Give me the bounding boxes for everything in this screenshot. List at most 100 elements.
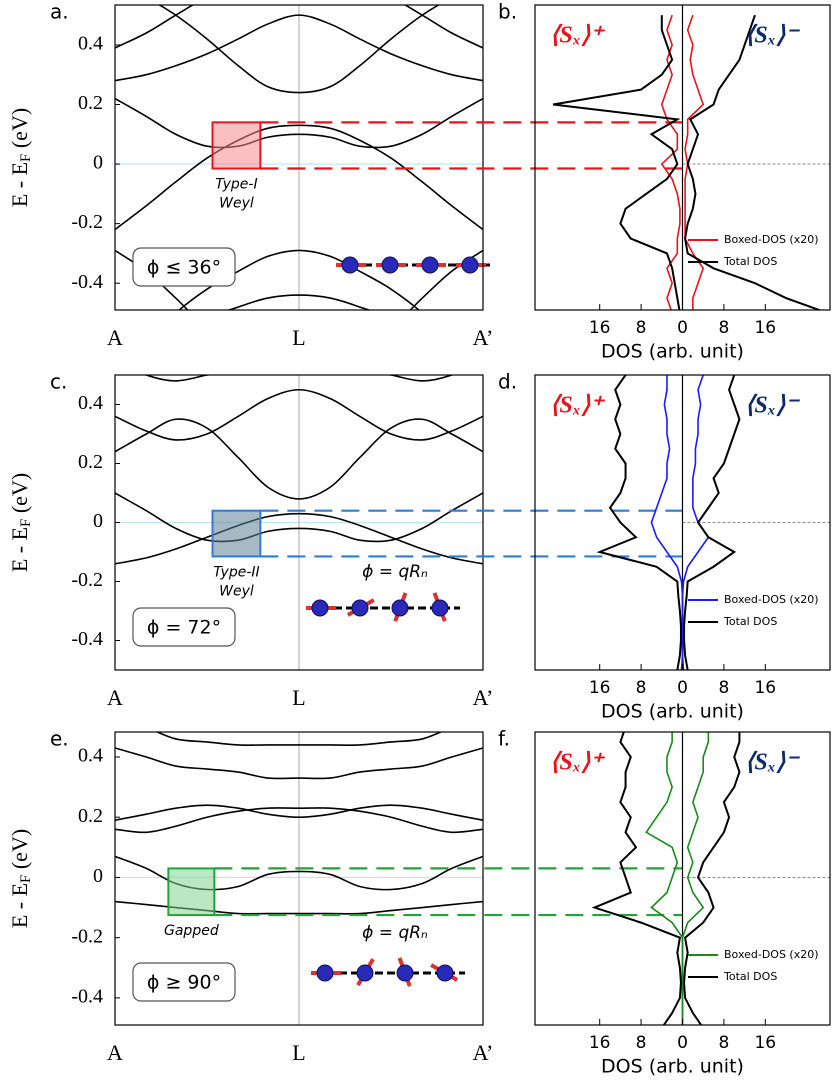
atom (311, 599, 329, 617)
spin-label: ⟨Sₓ⟩⁻ (745, 23, 800, 49)
y-tick-label: -0.4 (71, 628, 103, 650)
plot-area (115, 5, 483, 310)
total-dos (596, 375, 682, 670)
y-tick-label: 0.2 (78, 805, 103, 827)
y-tick-label: -0.2 (71, 569, 103, 591)
x-tick-label: 16 (754, 1033, 776, 1053)
plot-area (591, 732, 830, 1025)
spin-label: ⟨Sₓ⟩⁺ (550, 23, 605, 49)
y-tick-label: 0.4 (78, 392, 103, 414)
x-tick-label: A’ (473, 685, 494, 710)
band (226, 294, 372, 310)
y-axis-label-part: E - E (7, 527, 32, 572)
legend-label: Total DOS (723, 255, 777, 268)
legend-label: Total DOS (723, 970, 777, 983)
x-tick-label: 8 (718, 678, 729, 698)
atom (356, 964, 374, 982)
legend-label: Total DOS (723, 615, 777, 628)
band (115, 249, 483, 310)
spin-label: ⟨Sₓ⟩⁻ (745, 393, 800, 419)
spin-label: ⟨Sₓ⟩⁺ (550, 393, 605, 419)
box-label: Weyl (219, 196, 254, 212)
panel-label: b. (498, 0, 517, 24)
total-dos (684, 14, 823, 310)
y-tick-label: 0.2 (78, 92, 103, 114)
dos-panel: b. 16 8 0 8 16 DOS (arb. unit) ⟨Sₓ⟩⁺ ⟨Sₓ⟩⁻ Boxed-… (498, 0, 831, 363)
x-axis-label: DOS (arb. unit) (601, 701, 744, 723)
phi-label: ϕ ≥ 90° (147, 972, 221, 994)
dos-panel: f. 16 8 0 8 16 DOS (arb. unit) ⟨Sₓ⟩⁺ ⟨Sₓ⟩⁻ Boxed-… (498, 727, 831, 1078)
total-dos (591, 732, 682, 1025)
y-axis-label-part: F (18, 519, 34, 527)
band (115, 807, 483, 834)
atom (421, 256, 439, 274)
phi-label: ϕ = 72° (147, 617, 221, 639)
y-tick-label: 0.2 (78, 451, 103, 473)
x-axis-label: DOS (arb. unit) (601, 1056, 744, 1078)
band (115, 388, 483, 441)
band (115, 747, 483, 780)
band (115, 492, 483, 543)
band-panel: a. A L A’ 0.4 0.2 0 -0.2 -0.4 E - EF (eV) Type-I We… (7, 0, 494, 350)
y-axis-label-part: F (18, 154, 34, 162)
band (144, 375, 454, 382)
x-tick-label: A (107, 1040, 123, 1065)
x-tick-label: 8 (636, 1033, 647, 1053)
band (177, 249, 421, 310)
x-tick-label: L (292, 325, 305, 350)
legend-label: Boxed-DOS (x20) (724, 593, 819, 606)
x-tick-label: A (107, 325, 123, 350)
plot-area (552, 5, 830, 310)
x-tick-label: L (292, 685, 305, 710)
chain-label: ϕ = qRₙ (362, 923, 428, 943)
x-tick-label: 16 (754, 678, 776, 698)
y-axis-label: E - EF (eV) (7, 473, 34, 572)
x-tick-label: 0 (677, 318, 688, 338)
band (158, 5, 440, 94)
phi-box (132, 607, 236, 647)
y-axis-label: E - EF (eV) (7, 829, 34, 928)
x-tick-label: A’ (473, 325, 494, 350)
plot-area (115, 732, 483, 1025)
y-axis-label-part: (eV) (7, 473, 32, 519)
frame (114, 4, 484, 311)
x-tick-label: A (107, 685, 123, 710)
boxed-dos (645, 732, 684, 1025)
energy-box (167, 867, 216, 917)
atom (381, 256, 399, 274)
band (115, 124, 483, 231)
x-tick-label: L (292, 1040, 305, 1065)
x-tick-label: 16 (754, 318, 776, 338)
x-tick-label: 8 (636, 678, 647, 698)
energy-box (211, 509, 262, 558)
frame (114, 374, 484, 671)
band-panel: c. A L A’ 0.4 0.2 0 -0.2 -0.4 E - EF (eV) Type-II W… (7, 370, 494, 711)
x-tick-label: 16 (589, 1033, 611, 1053)
band-panel: e. A L A’ 0.4 0.2 0 -0.2 -0.4 E - EF (eV) Gapped ϕ … (7, 727, 494, 1066)
atom (436, 964, 454, 982)
y-tick-label: -0.4 (71, 271, 103, 293)
x-tick-label: 0 (677, 1033, 688, 1053)
x-tick-label: A’ (473, 1040, 494, 1065)
frame (534, 731, 831, 1026)
panel-label: e. (50, 727, 69, 751)
total-dos (552, 15, 681, 310)
x-tick-label: 16 (589, 678, 611, 698)
atom (461, 256, 479, 274)
y-axis-label-part: E - E (7, 883, 32, 928)
y-tick-label: -0.4 (71, 985, 103, 1007)
box-label: Gapped (164, 923, 219, 939)
y-axis-label-part: (eV) (7, 108, 32, 154)
legend-label: Boxed-DOS (x20) (724, 948, 819, 961)
x-tick-label: 8 (718, 318, 729, 338)
total-dos (683, 375, 741, 670)
box-label: Weyl (219, 583, 254, 599)
total-dos (683, 732, 741, 1025)
atom (391, 599, 409, 617)
plot-area (596, 375, 830, 670)
frame (534, 4, 831, 311)
band (115, 512, 483, 565)
y-tick-label: -0.2 (71, 925, 103, 947)
atom (431, 599, 449, 617)
